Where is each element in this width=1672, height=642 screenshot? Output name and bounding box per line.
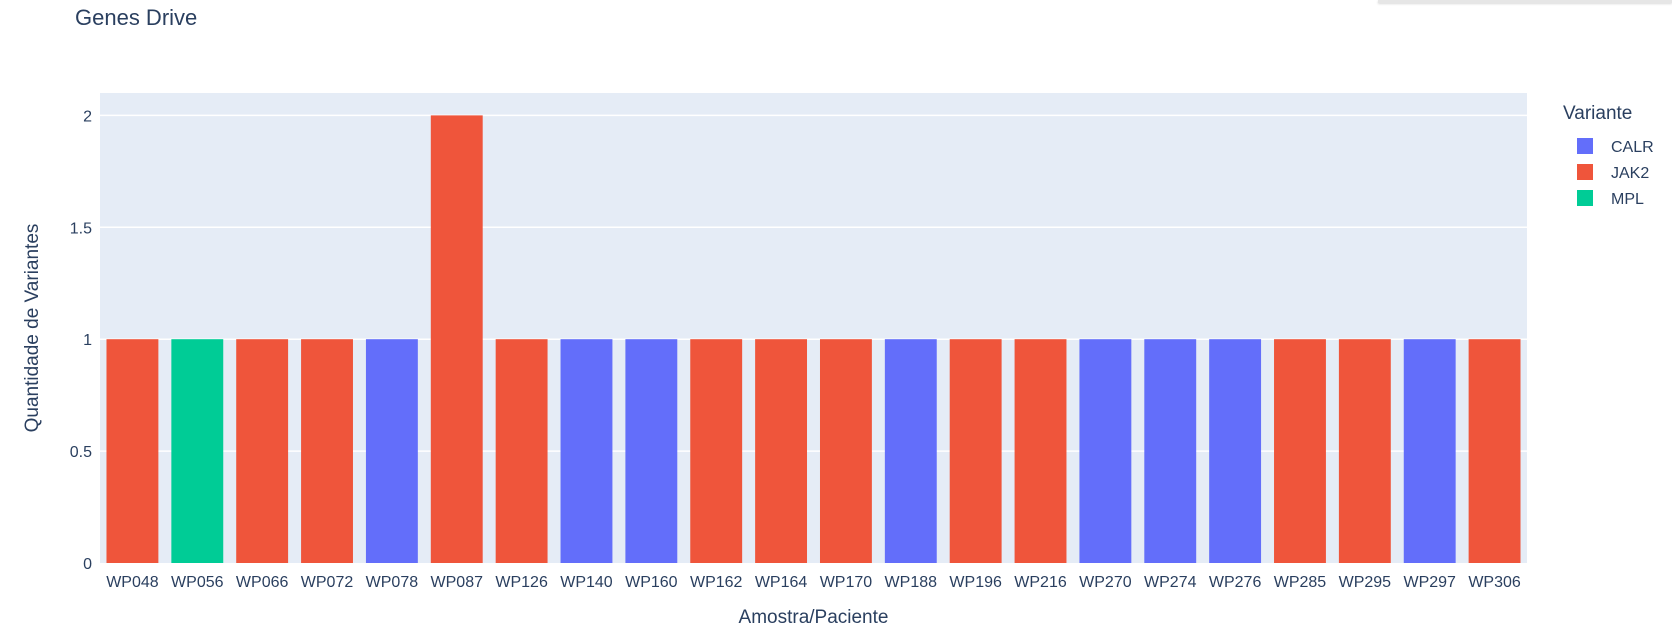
bar-wp160-calr[interactable]	[625, 339, 678, 563]
x-tick-label: WP297	[1403, 574, 1456, 591]
x-axis-label: Amostra/Paciente	[739, 607, 889, 628]
bar-wp078-calr[interactable]	[365, 339, 418, 563]
bar-wp048-jak2[interactable]	[106, 339, 159, 563]
bar-wp295-jak2[interactable]	[1338, 339, 1391, 563]
bar-wp297-calr[interactable]	[1403, 339, 1456, 563]
y-tick-label: 2	[83, 108, 92, 125]
x-tick-label: WP285	[1274, 574, 1327, 591]
y-tick-label: 0.5	[70, 444, 92, 461]
bar-wp087-jak2[interactable]	[430, 115, 483, 563]
x-tick-label: WP056	[171, 574, 224, 591]
x-tick-label: WP162	[690, 574, 743, 591]
bar-wp162-jak2[interactable]	[690, 339, 743, 563]
x-tick-label: WP270	[1079, 574, 1132, 591]
legend-label-calr[interactable]: CALR	[1611, 139, 1654, 156]
x-tick-label: WP048	[106, 574, 159, 591]
legend-label-mpl[interactable]: MPL	[1611, 191, 1644, 208]
legend[interactable]: Variante CALR JAK2 MPL	[1563, 103, 1654, 208]
bar-wp140-calr[interactable]	[560, 339, 613, 563]
x-tick-label: WP164	[755, 574, 808, 591]
bar-wp285-jak2[interactable]	[1274, 339, 1326, 563]
x-tick-label: WP216	[1014, 574, 1067, 591]
x-tick-label: WP066	[236, 574, 289, 591]
legend-swatch-jak2[interactable]	[1577, 164, 1593, 180]
bar-wp274-calr[interactable]	[1144, 339, 1197, 563]
bar-wp188-calr[interactable]	[884, 339, 937, 563]
bar-wp276-calr[interactable]	[1209, 339, 1262, 563]
bar-wp270-calr[interactable]	[1079, 339, 1132, 563]
x-axis-ticks: WP048 WP056 WP066 WP072 WP078 WP087 WP126 WP140…	[106, 574, 1521, 591]
bar-wp170-jak2[interactable]	[819, 339, 872, 563]
x-tick-label: WP188	[885, 574, 938, 591]
chart-title: Genes Drive	[75, 5, 197, 30]
x-tick-label: WP078	[366, 574, 419, 591]
x-tick-label: WP087	[431, 574, 484, 591]
bar-wp126-jak2[interactable]	[495, 339, 548, 563]
x-tick-label: WP276	[1209, 574, 1262, 591]
bars	[106, 115, 1521, 563]
y-tick-label: 1.5	[70, 220, 92, 237]
legend-swatch-mpl[interactable]	[1577, 190, 1593, 206]
x-tick-label: WP196	[949, 574, 1002, 591]
x-tick-label: WP306	[1468, 574, 1521, 591]
bar-wp216-jak2[interactable]	[1014, 339, 1067, 563]
x-tick-label: WP170	[820, 574, 873, 591]
y-axis-ticks: 0 0.5 1 1.5 2	[70, 108, 92, 573]
bar-wp196-jak2[interactable]	[949, 339, 1002, 563]
bar-wp164-jak2[interactable]	[755, 339, 808, 563]
toolbar-edge	[1378, 0, 1672, 3]
y-tick-label: 1	[83, 332, 92, 349]
legend-swatch-calr[interactable]	[1577, 138, 1593, 154]
bar-wp072-jak2[interactable]	[301, 339, 353, 563]
legend-label-jak2[interactable]: JAK2	[1611, 165, 1649, 182]
bar-wp066-jak2[interactable]	[236, 339, 289, 563]
bar-wp056-mpl[interactable]	[171, 339, 224, 563]
y-tick-label: 0	[83, 556, 92, 573]
y-axis-label: Quantidade de Variantes	[22, 224, 43, 433]
x-tick-label: WP274	[1144, 574, 1197, 591]
x-tick-label: WP126	[495, 574, 548, 591]
x-tick-label: WP160	[625, 574, 678, 591]
x-tick-label: WP072	[301, 574, 354, 591]
x-tick-label: WP140	[560, 574, 613, 591]
legend-title: Variante	[1563, 103, 1632, 124]
x-tick-label: WP295	[1339, 574, 1392, 591]
bar-wp306-jak2[interactable]	[1468, 339, 1521, 563]
